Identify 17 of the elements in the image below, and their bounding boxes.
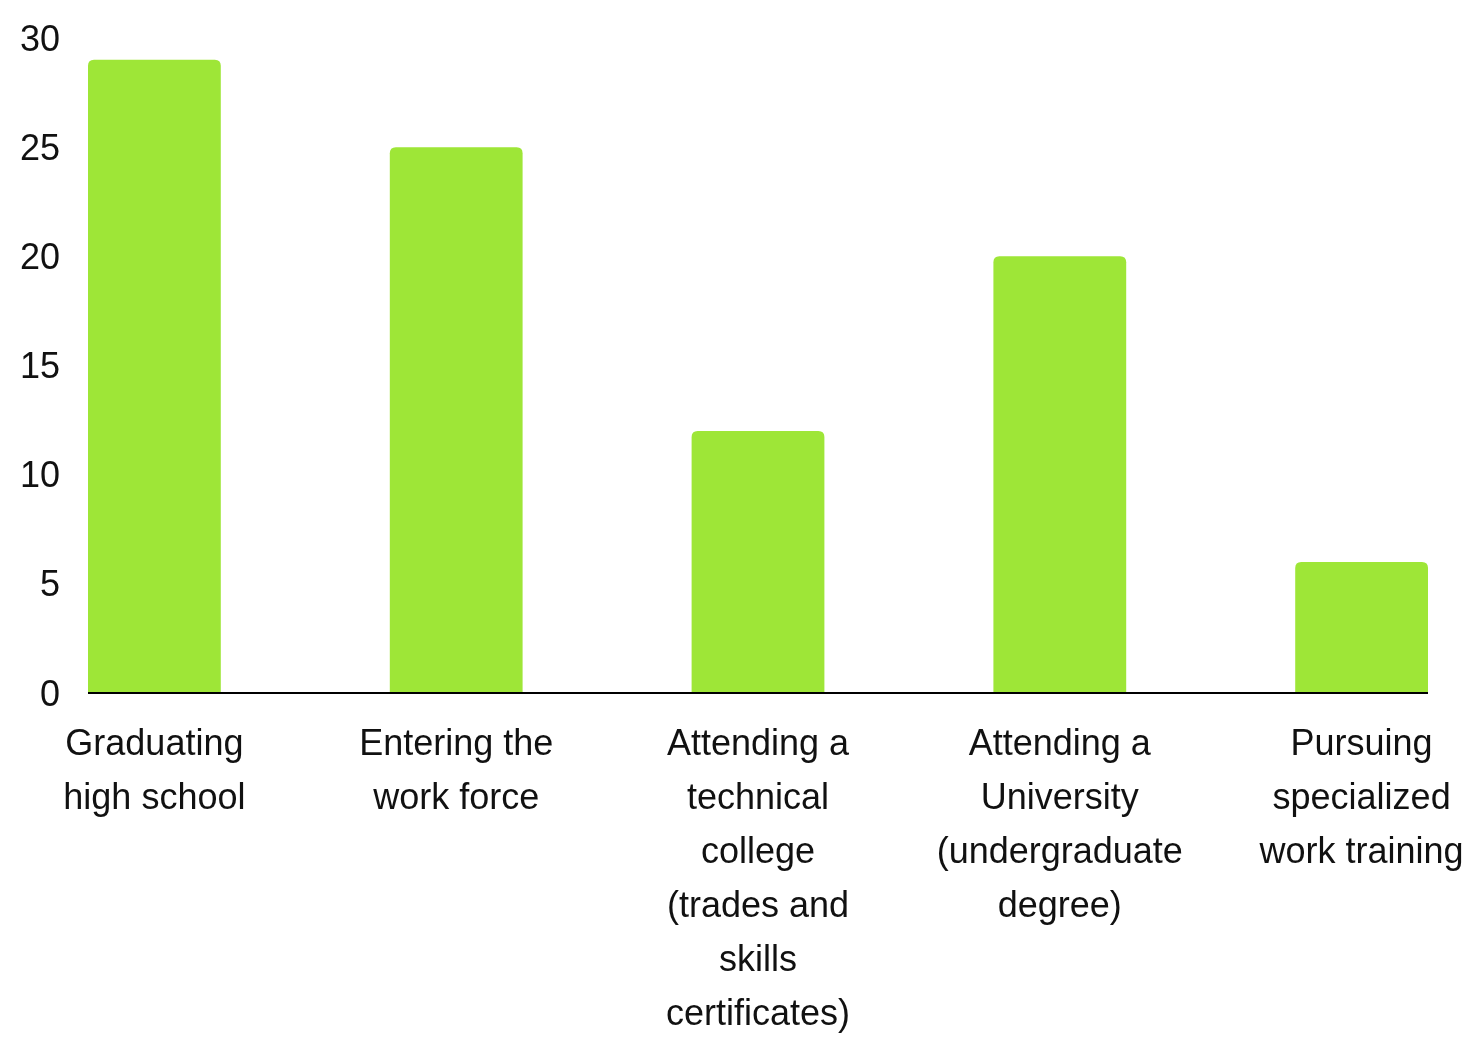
y-tick-label: 15: [19, 345, 60, 387]
bar: [993, 256, 1127, 693]
y-tick-label: 5: [39, 563, 60, 605]
y-tick-label: 30: [19, 17, 60, 59]
y-tick-label: 25: [19, 126, 60, 168]
x-tick-label: Graduating high school: [63, 722, 246, 817]
bar: [691, 431, 825, 693]
x-tick-label: Attending a University (undergraduate degree): [936, 722, 1183, 925]
y-tick-label: 20: [19, 235, 60, 277]
bar: [389, 147, 523, 693]
y-tick-label: 10: [19, 454, 60, 496]
bar: [88, 59, 221, 693]
x-tick-label: Attending a technical college (trades and skills certificates): [665, 722, 851, 1033]
y-tick-label: 0: [39, 672, 60, 714]
x-tick-label: Pursuing specialized work training: [1258, 722, 1464, 871]
x-tick-label: Entering the work force: [359, 722, 554, 817]
bar: [1295, 562, 1428, 693]
